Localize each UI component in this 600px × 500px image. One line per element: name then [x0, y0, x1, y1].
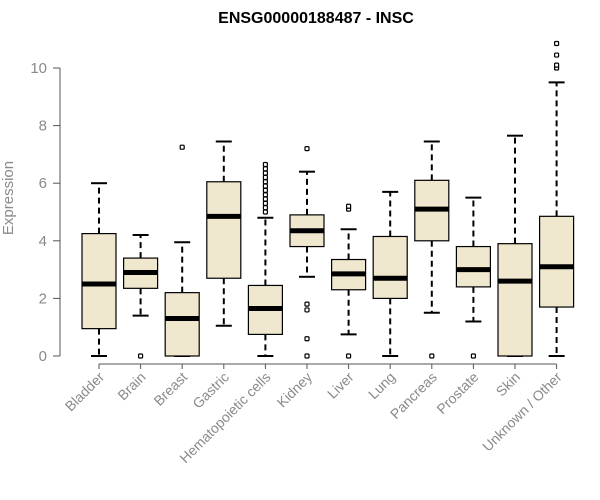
outlier-point [262, 200, 268, 206]
y-ticks: 0 2 4 6 8 10 [30, 60, 60, 365]
outlier-point [179, 144, 185, 150]
outlier-point [304, 353, 310, 359]
chart-title: ENSG00000188487 - INSC [218, 10, 414, 27]
x-tick-label: Prostate [433, 369, 481, 417]
outlier-point [262, 205, 268, 211]
box-pancreas [414, 140, 450, 359]
outlier-point [262, 179, 268, 185]
outlier-point [304, 146, 310, 152]
box-gastric [206, 140, 242, 327]
y-tick-label: 10 [30, 60, 47, 77]
outlier-point [553, 40, 560, 47]
outlier-point [262, 209, 268, 215]
y-tick-label: 0 [39, 348, 47, 365]
outlier-point [553, 52, 560, 58]
box-lung [372, 190, 408, 357]
outlier-point [262, 183, 268, 189]
iqr-box [497, 243, 533, 357]
x-tick-label: Liver [324, 369, 357, 402]
outlier-point [553, 62, 560, 68]
x-tick-label: Skin [493, 369, 524, 400]
box-breast [164, 144, 200, 357]
outlier-point [138, 353, 144, 359]
y-axis-label: Expression [0, 161, 17, 235]
y-tick-label: 8 [39, 118, 47, 135]
x-tick-label: Breast [150, 369, 190, 409]
x-tick-label: Lung [365, 369, 398, 402]
x-tick-label: Kidney [274, 369, 316, 411]
box-bladder [81, 182, 117, 357]
outlier-point [304, 336, 310, 342]
iqr-box [372, 235, 408, 299]
iqr-box [455, 245, 491, 288]
outlier-point [304, 307, 310, 313]
outlier-point [346, 203, 352, 209]
box-skin [497, 134, 533, 357]
iqr-box [164, 292, 200, 357]
box-hematopoietic-cells [247, 161, 283, 357]
outlier-point [262, 196, 268, 202]
outlier-point [262, 170, 268, 176]
iqr-box [538, 215, 575, 308]
outlier-point [262, 192, 268, 198]
outlier-point [262, 174, 268, 181]
y-tick-label: 2 [39, 290, 47, 307]
outlier-point [262, 187, 268, 193]
box-prostate [455, 196, 491, 359]
x-tick-label: Unknown / Other [479, 369, 565, 455]
outlier-point [262, 166, 268, 172]
x-tick-label: Bladder [62, 369, 108, 415]
box-brain [122, 234, 159, 359]
boxes-group [81, 40, 575, 359]
box-kidney [289, 146, 325, 359]
outlier-point [304, 301, 310, 307]
box-liver [331, 203, 367, 359]
y-tick-label: 4 [39, 233, 47, 250]
outlier-point [346, 353, 352, 359]
y-tick-label: 6 [39, 175, 47, 192]
iqr-box [81, 233, 117, 330]
iqr-box [206, 181, 242, 279]
outlier-point [429, 353, 435, 359]
x-tick-label: Brain [114, 369, 148, 403]
outlier-point [470, 353, 476, 359]
box-unknown-other [538, 40, 575, 357]
outlier-point [262, 161, 268, 168]
